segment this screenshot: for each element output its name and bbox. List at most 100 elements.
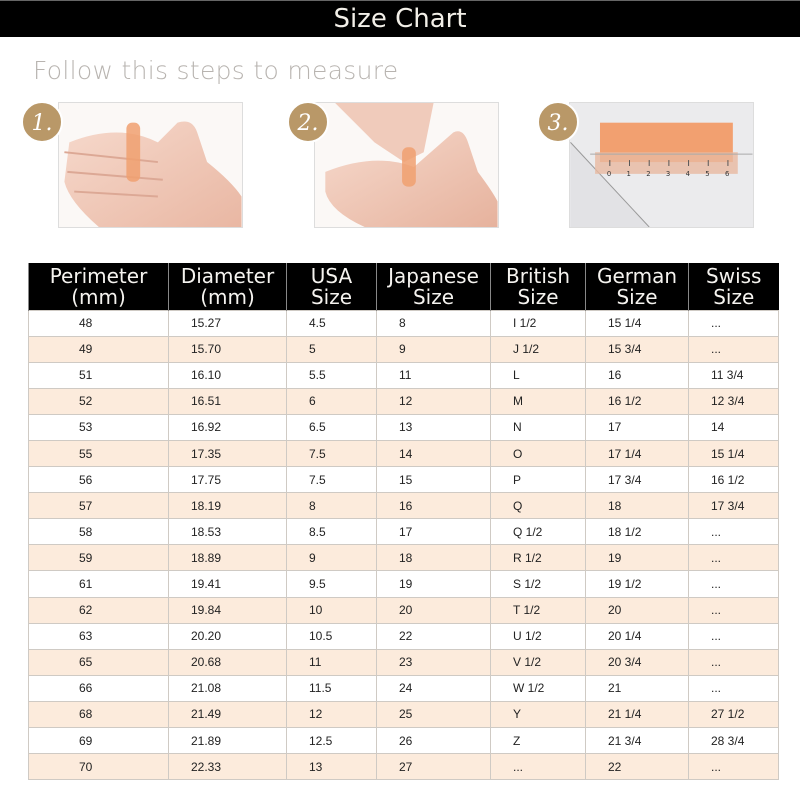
table-cell: ...	[688, 622, 779, 650]
table-cell: T 1/2	[490, 596, 586, 624]
table-cell: 18 1/2	[585, 518, 689, 546]
step-badge-3: 3.	[537, 101, 579, 143]
table-cell: 57	[28, 492, 169, 520]
table-cell: 53	[28, 413, 169, 441]
table-cell: 14	[688, 413, 779, 441]
table-cell: ...	[688, 596, 779, 624]
column-header-line: USA	[310, 264, 353, 289]
table-row: 51 16.10 5.5 11 L 16 11 3/4	[28, 361, 779, 389]
table-row: 57 18.19 8 16 Q 18 17 3/4	[28, 492, 779, 520]
table-cell: ...	[688, 518, 779, 546]
table-row: 63 20.20 10.5 22 U 1/2 20 1/4...	[28, 622, 779, 650]
table-cell: 21.89	[168, 726, 287, 755]
step-2-image	[314, 102, 499, 228]
table-cell: Q	[490, 492, 586, 520]
table-cell: ...	[490, 753, 586, 781]
table-cell: N	[490, 413, 586, 441]
table-cell: 17 3/4	[585, 466, 689, 494]
table-cell: 19	[585, 544, 689, 572]
table-cell: 18.53	[168, 518, 287, 546]
table-cell: 10.5	[286, 622, 377, 650]
table-cell: 18	[376, 544, 491, 572]
column-header-line: (mm)	[71, 285, 126, 310]
step-badge-2: 2.	[287, 101, 329, 143]
table-cell: ...	[688, 544, 779, 572]
table-cell: 17	[585, 413, 689, 441]
column-header-line: (mm)	[200, 285, 255, 310]
table-cell: 16 1/2	[585, 387, 689, 415]
table-row: 68 21.49 12 25 Y 21 1/4 27 1/2	[28, 700, 779, 729]
table-cell: 18	[585, 492, 689, 520]
table-cell: 49	[28, 335, 169, 363]
table-cell: 11.5	[286, 674, 377, 702]
table-cell: 15	[376, 466, 491, 494]
table-cell: 22	[376, 622, 491, 650]
table-cell: ...	[688, 648, 779, 676]
table-cell: Y	[490, 700, 586, 729]
column-header-line: British	[506, 264, 570, 289]
table-cell: 21.49	[168, 700, 287, 729]
table-cell: 6.5	[286, 413, 377, 441]
table-cell: 21.08	[168, 674, 287, 702]
table-cell: I 1/2	[490, 309, 586, 337]
instructions-heading: Follow this steps to measure	[33, 56, 399, 85]
ruler-label: 4	[686, 170, 690, 178]
table-cell: 5.5	[286, 361, 377, 389]
table-cell: 9.5	[286, 570, 377, 598]
table-cell: 20	[376, 596, 491, 624]
table-cell: 27 1/2	[688, 700, 779, 729]
table-cell: 6	[286, 387, 377, 415]
table-cell: M	[490, 387, 586, 415]
table-row: 58 18.53 8.5 17 Q 1/2 18 1/2...	[28, 518, 779, 546]
table-cell: ...	[688, 335, 779, 363]
table-cell: 17.75	[168, 466, 287, 494]
table-cell: ...	[688, 753, 779, 781]
table-cell: 21 3/4	[585, 726, 689, 755]
table-cell: 20.68	[168, 648, 287, 676]
table-cell: 16	[585, 361, 689, 389]
ruler-label: 2	[646, 170, 650, 178]
table-cell: 19 1/2	[585, 570, 689, 598]
table-cell: 4.5	[286, 309, 377, 337]
table-cell: S 1/2	[490, 570, 586, 598]
table-cell: 56	[28, 466, 169, 494]
column-header-line: Japanese	[388, 264, 479, 289]
column-header: Diameter (mm)	[168, 263, 287, 310]
table-cell: 22.33	[168, 753, 287, 781]
table-cell: 8.5	[286, 518, 377, 546]
step-3-image: 0 1 2 3 4 5 6	[569, 102, 754, 228]
table-cell: 19.84	[168, 596, 287, 624]
table-cell: 52	[28, 387, 169, 415]
column-header: Perimeter (mm)	[28, 263, 169, 310]
table-cell: 66	[28, 674, 169, 702]
table-cell: 65	[28, 648, 169, 676]
table-cell: 19	[376, 570, 491, 598]
table-cell: 58	[28, 518, 169, 546]
table-row: 61 19.41 9.5 19 S 1/2 19 1/2...	[28, 570, 779, 598]
table-cell: 17.35	[168, 439, 287, 468]
table-row: 53 16.92 6.5 13 N 17 14	[28, 413, 779, 441]
table-cell: O	[490, 439, 586, 468]
table-cell: 16 1/2	[688, 466, 779, 494]
table-cell: 20 3/4	[585, 648, 689, 676]
table-cell: 24	[376, 674, 491, 702]
table-cell: 48	[28, 309, 169, 337]
table-cell: 21	[585, 674, 689, 702]
table-cell: 70	[28, 753, 169, 781]
table-cell: 61	[28, 570, 169, 598]
table-cell: ...	[688, 309, 779, 337]
table-cell: 16.92	[168, 413, 287, 441]
ruler-label: 6	[725, 170, 729, 178]
table-cell: R 1/2	[490, 544, 586, 572]
table-cell: 11	[376, 361, 491, 389]
column-header-line: Size	[517, 285, 559, 310]
table-cell: 62	[28, 596, 169, 624]
table-cell: 5	[286, 335, 377, 363]
table-cell: 11 3/4	[688, 361, 779, 389]
table-cell: 15.27	[168, 309, 287, 337]
column-header: German Size	[585, 263, 689, 310]
table-cell: 12.5	[286, 726, 377, 755]
table-cell: L	[490, 361, 586, 389]
table-cell: 59	[28, 544, 169, 572]
table-cell: V 1/2	[490, 648, 586, 676]
